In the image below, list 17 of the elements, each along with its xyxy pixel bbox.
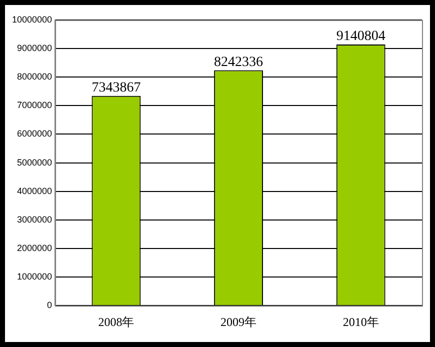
data-label: 7343867 xyxy=(92,80,141,96)
x-tick-label: 2010年 xyxy=(342,314,379,329)
y-tick-label: 7000000 xyxy=(16,100,52,110)
y-tick-label: 5000000 xyxy=(16,157,52,168)
y-tick-label: 6000000 xyxy=(16,128,52,139)
x-tick-label: 2008年 xyxy=(98,314,134,329)
y-tick-label: 0 xyxy=(47,300,52,310)
y-tick-label: 9000000 xyxy=(16,43,52,54)
data-label: 9140804 xyxy=(336,29,386,44)
data-label: 8242336 xyxy=(214,54,264,70)
y-tick-label: 1000000 xyxy=(16,272,52,282)
y-tick-label: 2000000 xyxy=(16,242,52,253)
y-tick-label: 3000000 xyxy=(16,214,52,224)
x-tick-label: 2009年 xyxy=(220,314,257,329)
y-tick-label: 8000000 xyxy=(16,72,52,82)
y-tick-label: 4000000 xyxy=(16,186,52,196)
y-tick-label: 10000000 xyxy=(12,14,52,24)
